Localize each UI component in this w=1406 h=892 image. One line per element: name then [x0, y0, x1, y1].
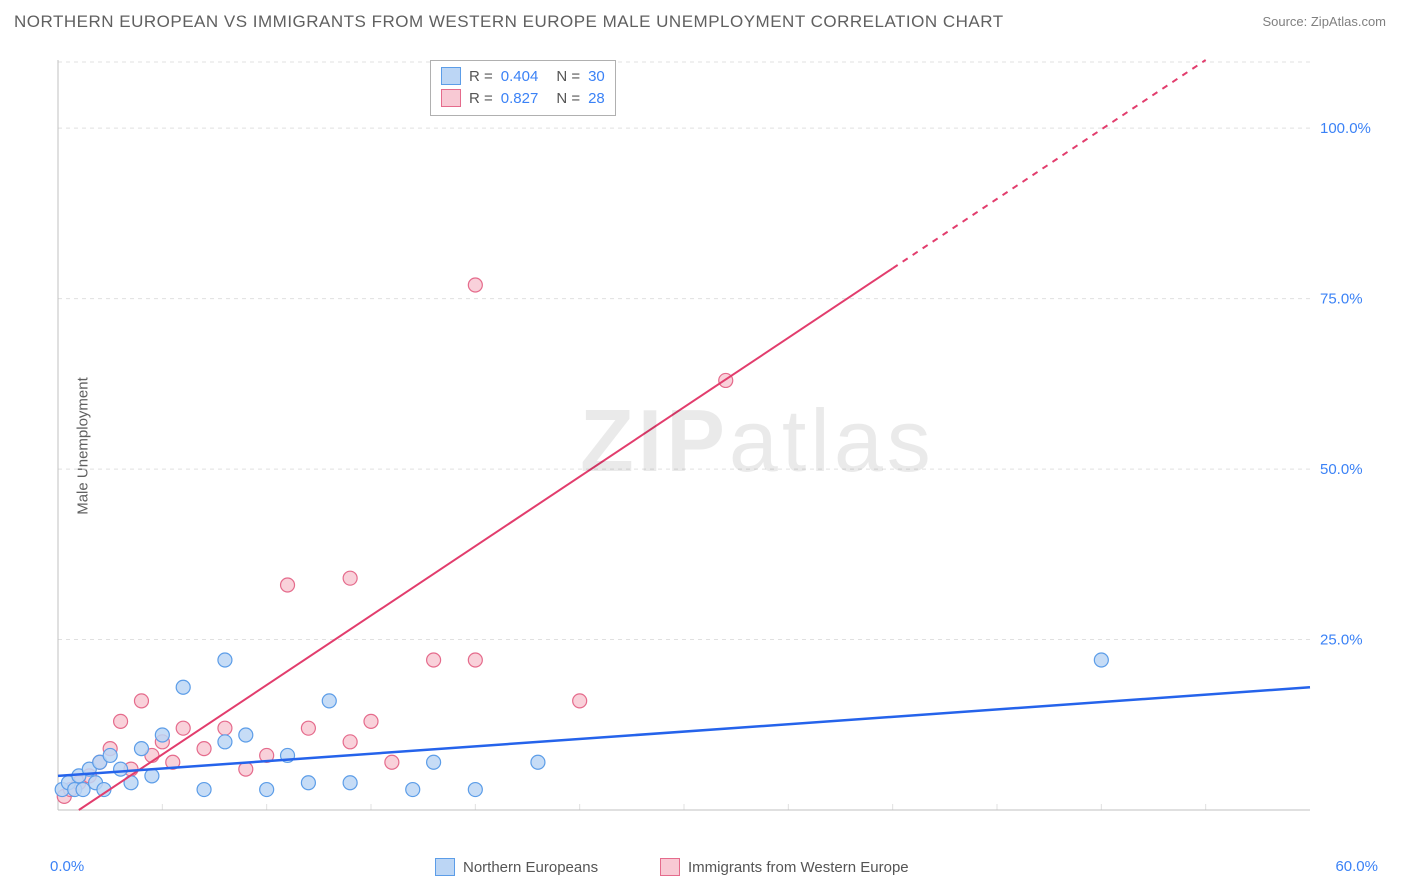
- legend-series-2: Immigrants from Western Europe: [660, 858, 909, 876]
- source-label: Source: ZipAtlas.com: [1262, 14, 1386, 29]
- info-r-label: R =: [469, 90, 493, 107]
- info-n-label: N =: [556, 90, 580, 107]
- svg-text:100.0%: 100.0%: [1320, 120, 1371, 137]
- legend-label: Northern Europeans: [463, 859, 598, 876]
- info-r-value: 0.404: [501, 68, 539, 85]
- legend-series-1: Northern Europeans: [435, 858, 598, 876]
- correlation-info-box: R = 0.404 N = 30 R = 0.827 N = 28: [430, 60, 616, 116]
- chart-title: NORTHERN EUROPEAN VS IMMIGRANTS FROM WES…: [14, 12, 1004, 32]
- svg-text:25.0%: 25.0%: [1320, 632, 1363, 649]
- svg-text:50.0%: 50.0%: [1320, 461, 1363, 478]
- legend-swatch: [660, 858, 680, 876]
- svg-text:75.0%: 75.0%: [1320, 291, 1363, 308]
- info-r-label: R =: [469, 68, 493, 85]
- legend-swatch: [441, 89, 461, 107]
- legend-swatch: [435, 858, 455, 876]
- info-n-value: 28: [588, 90, 605, 107]
- info-row: R = 0.404 N = 30: [441, 65, 605, 87]
- correlation-chart: 25.0% 50.0% 75.0% 100.0%: [50, 50, 1380, 840]
- legend-label: Immigrants from Western Europe: [688, 859, 909, 876]
- legend-swatch: [441, 67, 461, 85]
- x-axis-max-label: 60.0%: [1335, 858, 1378, 875]
- info-row: R = 0.827 N = 28: [441, 87, 605, 109]
- info-n-label: N =: [556, 68, 580, 85]
- x-axis-min-label: 0.0%: [50, 858, 84, 875]
- info-n-value: 30: [588, 68, 605, 85]
- info-r-value: 0.827: [501, 90, 539, 107]
